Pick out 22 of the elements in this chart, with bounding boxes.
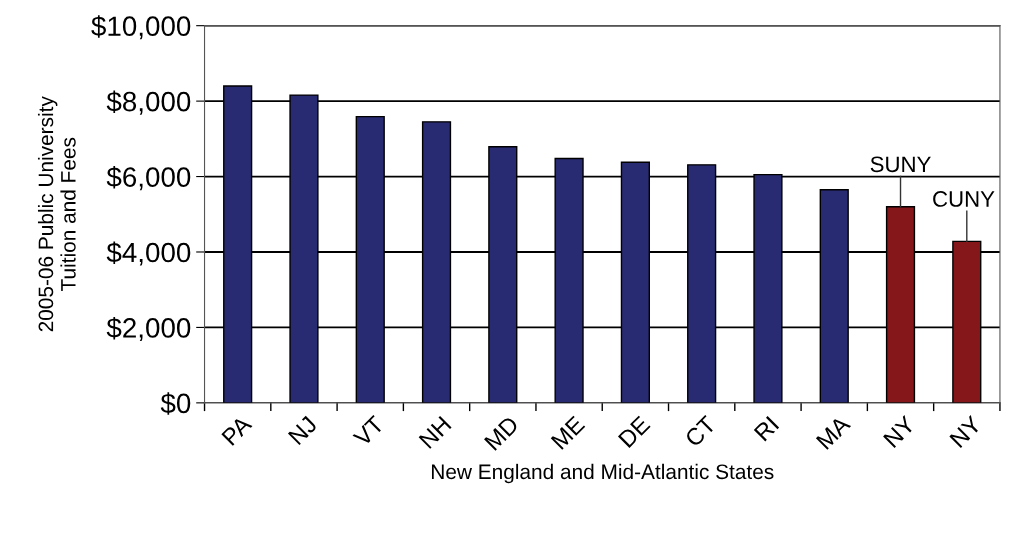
y-tick-label: $4,000 [106, 241, 191, 266]
y-axis-title: 2005-06 Public University Tuition and Fees [37, 96, 76, 332]
x-axis-title: New England and Mid-Atlantic States [431, 463, 774, 484]
y-tick-label: $8,000 [106, 90, 191, 115]
annotation: CUNY [933, 191, 995, 207]
x-tick-label: ME [550, 415, 586, 450]
x-tick-label: NY [883, 414, 917, 448]
x-tick-label: CT [684, 414, 717, 448]
x-tick-label: PA [221, 414, 253, 446]
x-tick-label: NY [949, 414, 983, 448]
x-tick-label: MD [484, 415, 520, 451]
x-tick-label: VT [352, 414, 385, 448]
y-tick-label: $10,000 [91, 15, 191, 40]
x-tick-label: RI [753, 416, 780, 442]
y-tick-label: $6,000 [106, 166, 191, 191]
x-tick-label: DE [617, 415, 651, 448]
y-tick-label: $2,000 [106, 316, 191, 342]
x-tick-label: NJ [287, 415, 318, 446]
x-tick-label: NH [418, 415, 452, 449]
y-tick-label: $0 [160, 392, 191, 415]
annotation: SUNY [870, 156, 931, 173]
x-tick-label: MA [815, 414, 852, 450]
